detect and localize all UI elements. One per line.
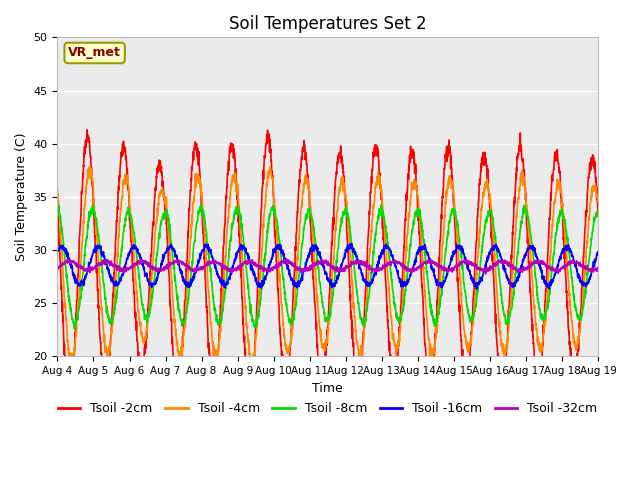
- Tsoil -2cm: [54, 192, 61, 197]
- Tsoil -4cm: [54, 184, 61, 190]
- Tsoil -4cm: [248, 365, 256, 371]
- Tsoil -32cm: [65, 256, 72, 262]
- Tsoil -8cm: [70, 326, 78, 332]
- Tsoil -32cm: [595, 265, 602, 271]
- Tsoil -32cm: [547, 265, 555, 271]
- Line: Tsoil -4cm: Tsoil -4cm: [58, 167, 598, 368]
- Tsoil -8cm: [344, 214, 351, 220]
- Tsoil -8cm: [205, 250, 212, 256]
- Tsoil -16cm: [595, 251, 602, 257]
- Tsoil -4cm: [547, 249, 555, 255]
- Tsoil -32cm: [482, 271, 490, 277]
- Tsoil -4cm: [485, 190, 493, 195]
- Tsoil -2cm: [83, 127, 91, 133]
- Tsoil -16cm: [204, 242, 212, 248]
- Line: Tsoil -2cm: Tsoil -2cm: [58, 130, 598, 401]
- Line: Tsoil -16cm: Tsoil -16cm: [58, 244, 598, 289]
- Tsoil -8cm: [547, 277, 555, 283]
- Tsoil -16cm: [545, 286, 553, 292]
- Tsoil -2cm: [344, 247, 351, 253]
- Tsoil -2cm: [562, 276, 570, 282]
- Tsoil -8cm: [54, 206, 61, 212]
- Tsoil -2cm: [547, 190, 555, 196]
- Tsoil -16cm: [54, 248, 61, 254]
- Tsoil -8cm: [197, 202, 205, 207]
- Tsoil -16cm: [355, 261, 363, 266]
- Tsoil -32cm: [355, 260, 363, 265]
- Tsoil -16cm: [347, 241, 355, 247]
- Tsoil -16cm: [344, 245, 351, 251]
- Tsoil -4cm: [204, 284, 212, 290]
- Tsoil -8cm: [356, 308, 364, 314]
- Tsoil -16cm: [485, 250, 493, 256]
- Tsoil -4cm: [266, 164, 274, 170]
- Tsoil -8cm: [595, 211, 602, 217]
- Line: Tsoil -8cm: Tsoil -8cm: [58, 204, 598, 329]
- Tsoil -4cm: [595, 197, 602, 203]
- Tsoil -8cm: [485, 210, 493, 216]
- Tsoil -16cm: [562, 245, 570, 251]
- Tsoil -2cm: [595, 214, 602, 219]
- Legend: Tsoil -2cm, Tsoil -4cm, Tsoil -8cm, Tsoil -16cm, Tsoil -32cm: Tsoil -2cm, Tsoil -4cm, Tsoil -8cm, Tsoi…: [53, 397, 603, 420]
- Tsoil -2cm: [485, 192, 493, 198]
- Tsoil -16cm: [547, 280, 555, 286]
- Tsoil -32cm: [54, 266, 61, 272]
- Tsoil -32cm: [485, 266, 493, 272]
- Tsoil -32cm: [205, 260, 212, 266]
- Text: VR_met: VR_met: [68, 47, 121, 60]
- Tsoil -4cm: [344, 219, 351, 225]
- Tsoil -4cm: [356, 352, 364, 358]
- Tsoil -2cm: [65, 398, 72, 404]
- Y-axis label: Soil Temperature (C): Soil Temperature (C): [15, 132, 28, 261]
- Tsoil -4cm: [562, 243, 570, 249]
- Title: Soil Temperatures Set 2: Soil Temperatures Set 2: [229, 15, 427, 33]
- X-axis label: Time: Time: [312, 382, 343, 395]
- Tsoil -32cm: [344, 264, 351, 270]
- Tsoil -2cm: [356, 376, 364, 382]
- Tsoil -32cm: [562, 262, 570, 268]
- Tsoil -8cm: [562, 226, 570, 231]
- Line: Tsoil -32cm: Tsoil -32cm: [58, 259, 598, 274]
- Tsoil -2cm: [205, 340, 212, 346]
